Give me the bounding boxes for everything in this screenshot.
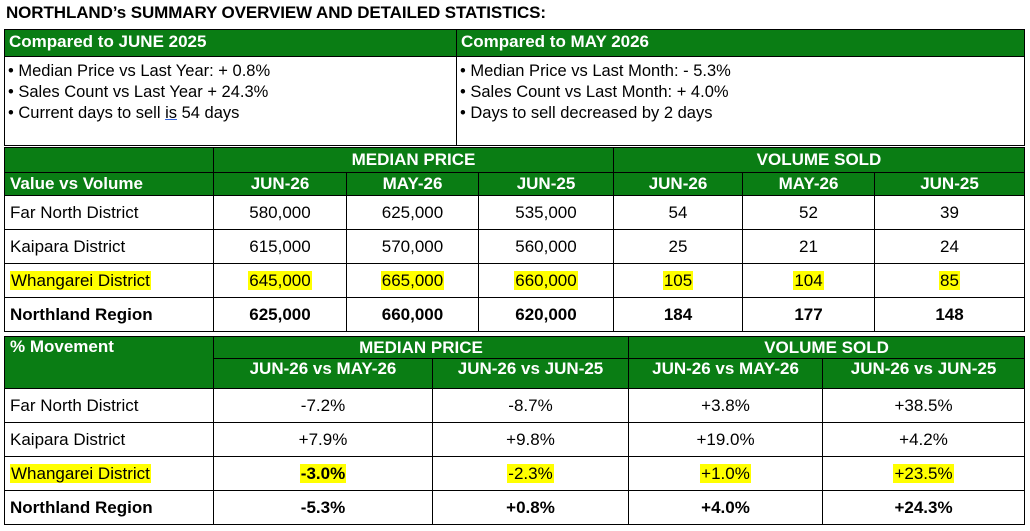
cell-value: 660,000 [478,263,614,298]
table-row: Far North District 580,000 625,000 535,0… [4,195,1025,230]
table-row-total: Northland Region 625,000 660,000 620,000… [4,297,1025,332]
column-header: MAY-26 [742,172,875,196]
cell-value: 85 [874,263,1025,298]
page-title: NORTHLAND’s SUMMARY OVERVIEW AND DETAILE… [6,3,546,22]
cell-value: 104 [742,263,875,298]
cell-value: -2.3% [431,456,630,491]
cell-value: 148 [874,297,1025,332]
cell-value: 615,000 [213,229,347,264]
cell-value: 645,000 [213,263,347,298]
detailed-statistics-table: MEDIAN PRICE VOLUME SOLD Value vs Volume… [4,147,1025,332]
cell-value: +1.0% [628,456,824,491]
cell-value: 24 [874,229,1025,264]
row-label: Northland Region [4,490,214,525]
cell-value: +24.3% [822,490,1026,525]
cell-value: 580,000 [213,195,347,230]
cell-value: -5.3% [213,490,433,525]
cell-value: +23.5% [822,456,1026,491]
cell-value: +4.0% [628,490,824,525]
column-header: JUN-26 vs MAY-26 [213,358,433,389]
row-label: Kaipara District [4,229,214,264]
cell-value: 21 [742,229,875,264]
cell-value: 535,000 [478,195,614,230]
cell-value: 177 [742,297,875,332]
summary-right-line: • Sales Count vs Last Month: + 4.0% [460,83,729,101]
cell-value: +4.2% [822,422,1026,457]
cell-value: 54 [613,195,743,230]
row-label: Whangarei District [4,263,214,298]
cell-value: +7.9% [213,422,433,457]
summary-left-line: • Median Price vs Last Year: + 0.8% [8,62,271,80]
table-row: Kaipara District +7.9% +9.8% +19.0% +4.2… [4,422,1026,457]
cell-value: 560,000 [478,229,614,264]
cell-value: +38.5% [822,388,1026,423]
cell-value: 570,000 [346,229,479,264]
cell-value: -3.0% [213,456,433,491]
table-row-highlighted: Whangarei District -3.0% -2.3% +1.0% +23… [4,456,1026,491]
column-header: JUN-26 [213,172,347,196]
summary-right-body: • Median Price vs Last Month: - 5.3% • S… [456,56,1025,146]
cell-value: 39 [874,195,1025,230]
table-row: Far North District -7.2% -8.7% +3.8% +38… [4,388,1026,423]
cell-value: +9.8% [431,422,630,457]
summary-right-line: • Days to sell decreased by 2 days [460,104,713,122]
column-header: JUN-26 vs JUN-25 [822,358,1026,389]
summary-left-body: • Median Price vs Last Year: + 0.8% • Sa… [4,56,457,146]
cell-value: 52 [742,195,875,230]
cell-value: 25 [613,229,743,264]
column-header: JUN-25 [478,172,614,196]
table-row-total: Northland Region -5.3% +0.8% +4.0% +24.3… [4,490,1026,525]
summary-right-heading: Compared to MAY 2026 [456,29,1025,57]
cell-value: 625,000 [213,297,347,332]
summary-overview-table: Compared to JUNE 2025 Compared to MAY 20… [4,29,1025,146]
cell-value: +3.8% [628,388,824,423]
summary-left-heading: Compared to JUNE 2025 [4,29,457,57]
summary-left-line: • Sales Count vs Last Year + 24.3% [8,83,269,101]
percent-movement-header: % Movement [4,336,214,389]
median-price-group-header: MEDIAN PRICE [213,147,614,173]
percent-movement-table: % Movement MEDIAN PRICE VOLUME SOLD JUN-… [4,336,1026,525]
header-blank [4,147,214,173]
volume-sold-group-header: VOLUME SOLD [613,147,1025,173]
cell-value: 665,000 [346,263,479,298]
cell-value: 105 [613,263,743,298]
row-label: Kaipara District [4,422,214,457]
median-price-group-header: MEDIAN PRICE [212,336,630,359]
cell-value: -7.2% [213,388,433,423]
row-label: Whangarei District [4,456,214,491]
column-header: JUN-25 [874,172,1025,196]
cell-value: +19.0% [628,422,824,457]
column-header: JUN-26 vs MAY-26 [628,358,824,389]
column-header: JUN-26 [613,172,743,196]
row-label: Northland Region [4,297,214,332]
column-header: MAY-26 [346,172,479,196]
row-label: Far North District [4,195,214,230]
summary-left-line: • Current days to sell is 54 days [8,104,240,122]
table-row-highlighted: Whangarei District 645,000 665,000 660,0… [4,263,1025,298]
cell-value: +0.8% [431,490,630,525]
cell-value: -8.7% [431,388,630,423]
cell-value: 625,000 [346,195,479,230]
volume-sold-group-header: VOLUME SOLD [628,336,1026,359]
value-vs-volume-header: Value vs Volume [4,172,214,196]
row-label: Far North District [4,388,214,423]
cell-value: 184 [613,297,743,332]
column-header: JUN-26 vs JUN-25 [431,358,630,389]
cell-value: 620,000 [478,297,614,332]
table-row: Kaipara District 615,000 570,000 560,000… [4,229,1025,264]
cell-value: 660,000 [346,297,479,332]
summary-right-line: • Median Price vs Last Month: - 5.3% [460,62,731,80]
